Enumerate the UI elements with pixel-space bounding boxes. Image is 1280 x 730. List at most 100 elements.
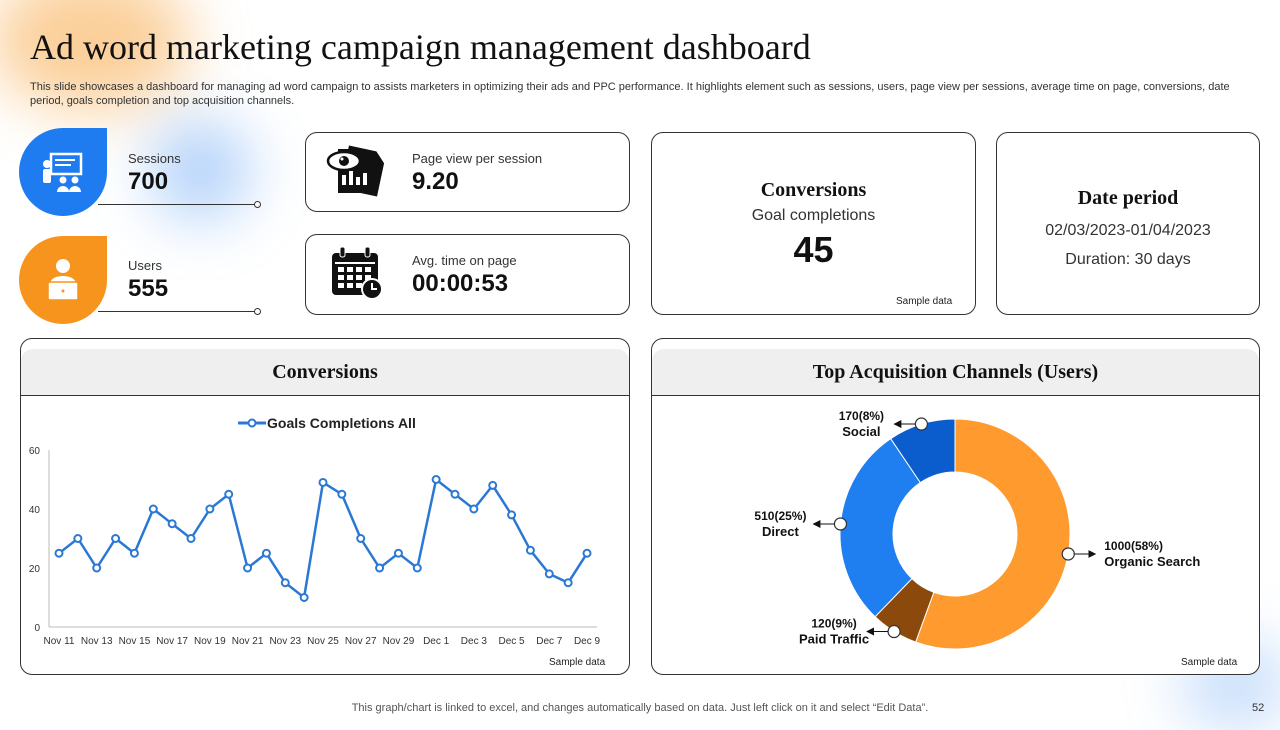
data-point	[148, 504, 158, 514]
page-view-card: Page view per session 9.20	[305, 132, 630, 212]
slice-marker	[1061, 547, 1075, 561]
presentation-audience-icon	[43, 152, 83, 192]
date-period-card: Date period 02/03/2023-01/04/2023 Durati…	[996, 132, 1260, 315]
x-tick-label: Nov 25	[307, 636, 339, 647]
data-point	[337, 489, 347, 499]
conversions-panel-note: Sample data	[549, 657, 606, 668]
data-point	[469, 504, 479, 514]
data-point	[205, 504, 215, 514]
avg-time-value: 00:00:53	[412, 270, 509, 297]
data-point	[54, 548, 64, 558]
slice-category-label: Social	[842, 424, 880, 439]
data-point	[186, 534, 196, 543]
data-point	[167, 519, 177, 529]
slice-value-label: 510(25%)	[754, 509, 806, 523]
sessions-icon-badge	[19, 128, 107, 216]
calendar-clock-icon	[332, 246, 383, 300]
data-point	[375, 563, 385, 573]
data-point	[243, 563, 253, 573]
data-point	[450, 489, 460, 499]
x-tick-label: Nov 23	[269, 636, 301, 647]
conversions-card: Conversions Goal completions 45 Sample d…	[651, 132, 976, 315]
channels-panel-divider	[651, 395, 1260, 396]
data-point	[563, 578, 573, 588]
x-tick-label: Dec 1	[423, 636, 450, 647]
data-point	[582, 548, 592, 558]
slice-marker	[833, 517, 848, 531]
donut-slice-social	[889, 418, 956, 484]
user-laptop-icon	[47, 259, 79, 301]
users-divider-dot	[254, 308, 261, 315]
data-point	[393, 548, 403, 558]
data-point	[224, 489, 234, 499]
slice-marker	[887, 624, 901, 639]
x-tick-label: Dec 7	[536, 636, 563, 647]
data-point	[507, 510, 517, 520]
legend-label: Goals Completions All	[267, 415, 416, 431]
conversions-card-note: Sample data	[896, 296, 953, 307]
x-tick-label: Nov 13	[81, 636, 113, 647]
date-period-duration: Duration: 30 days	[1065, 251, 1191, 268]
conversions-card-title: Conversions	[760, 179, 867, 201]
x-tick-label: Dec 9	[574, 636, 601, 647]
donut-slice-direct	[839, 437, 922, 618]
conversions-panel-title: Conversions	[21, 349, 629, 395]
y-tick-label: 20	[29, 564, 41, 575]
sessions-divider	[98, 204, 255, 205]
date-period-title: Date period	[1077, 187, 1179, 209]
y-tick-label: 40	[29, 505, 41, 516]
x-tick-label: Nov 17	[156, 636, 188, 647]
conversions-card-value: 45	[793, 229, 834, 270]
data-point	[318, 477, 328, 487]
donut-slice-organic-search	[915, 418, 1071, 650]
goals-completions-series-line	[58, 478, 589, 599]
slice-value-label: 170(8%)	[839, 409, 884, 423]
sessions-label: Sessions	[128, 151, 181, 166]
channels-panel-title: Top Acquisition Channels (Users)	[652, 349, 1259, 395]
x-tick-label: Nov 21	[232, 636, 264, 647]
x-tick-label: Nov 27	[345, 636, 377, 647]
data-point	[111, 534, 121, 543]
y-tick-label: 60	[29, 446, 41, 457]
data-point	[525, 545, 535, 555]
users-value: 555	[128, 275, 169, 302]
data-point	[280, 578, 290, 588]
page-title: Ad word marketing campaign management da…	[30, 27, 811, 67]
page-view-value: 9.20	[412, 168, 459, 195]
legend-marker	[247, 418, 257, 428]
data-point	[488, 480, 498, 490]
avg-time-card: Avg. time on page 00:00:53	[305, 234, 630, 315]
data-point	[261, 548, 271, 558]
data-point	[412, 563, 422, 573]
x-tick-label: Dec 3	[461, 636, 488, 647]
sessions-value: 700	[128, 168, 169, 195]
avg-time-label: Avg. time on page	[412, 253, 517, 268]
x-tick-label: Nov 19	[194, 636, 226, 647]
slice-value-label: 120(9%)	[811, 617, 856, 631]
data-point	[544, 569, 554, 579]
line-chart-legend: Goals Completions All	[238, 415, 416, 431]
channels-donut-chart: 1000(58%)Organic Search 120(9%)Paid Traff…	[754, 409, 1200, 650]
x-tick-label: Dec 5	[499, 636, 526, 647]
eye-document-icon	[326, 145, 384, 197]
data-point	[73, 534, 83, 543]
y-tick-label: 0	[34, 623, 40, 634]
footer-note: This graph/chart is linked to excel, and…	[351, 702, 929, 714]
page-view-label: Page view per session	[412, 151, 543, 166]
conversions-card-subtitle: Goal completions	[751, 207, 876, 224]
x-tick-label: Nov 11	[44, 636, 75, 647]
slice-marker	[914, 417, 928, 431]
slice-category-label: Paid Traffic	[799, 632, 869, 647]
x-tick-label: Nov 29	[383, 636, 415, 647]
data-point	[92, 563, 102, 573]
page-number: 52	[1252, 702, 1265, 714]
users-icon-badge	[19, 236, 107, 324]
slice-category-label: Direct	[762, 524, 800, 539]
users-label: Users	[128, 258, 162, 273]
conversions-line-chart: Goals Completions All 0 20 40 60 Nov 11 Nov …	[29, 415, 601, 647]
data-point	[129, 548, 139, 558]
data-point	[356, 534, 366, 543]
x-tick-label: Nov 15	[119, 636, 151, 647]
users-divider	[98, 311, 255, 312]
conversions-panel-divider	[20, 395, 630, 396]
